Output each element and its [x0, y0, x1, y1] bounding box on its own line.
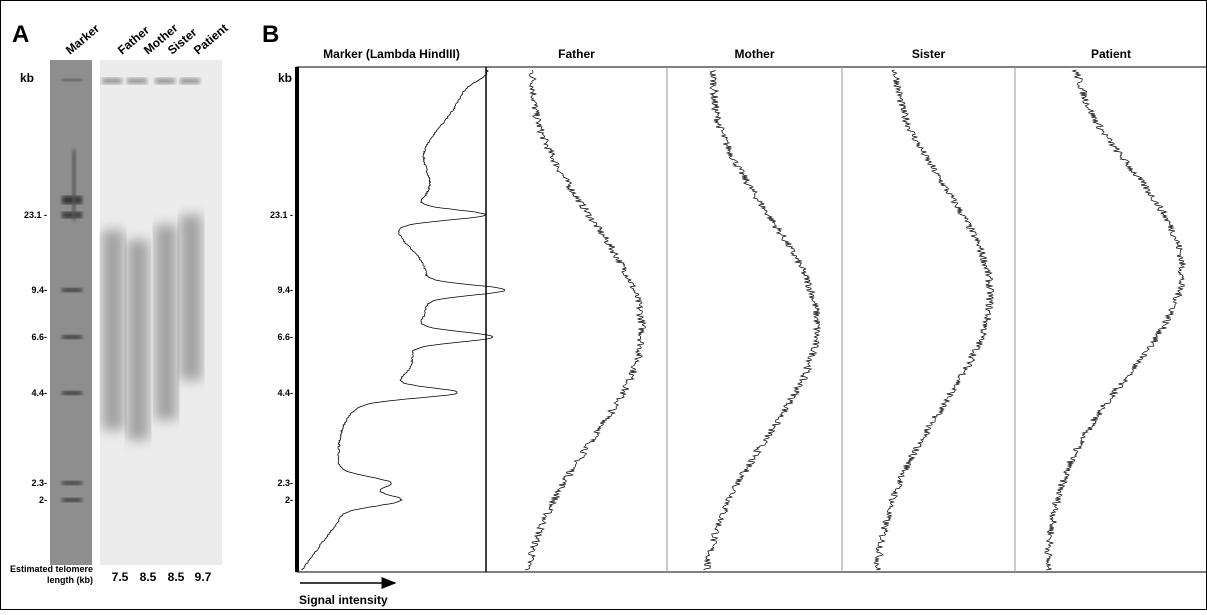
marker-size: 2- [285, 495, 293, 505]
band [62, 391, 82, 395]
marker-size: 2.3- [31, 478, 47, 488]
band [62, 335, 82, 339]
estimate: 9.7 [195, 570, 212, 584]
well [155, 78, 175, 84]
estimate: 8.5 [168, 570, 185, 584]
well [127, 78, 147, 84]
marker-size: 4.4- [31, 388, 47, 398]
column-title: Sister [912, 47, 946, 61]
trace [703, 69, 822, 571]
band [72, 150, 76, 220]
smear [102, 230, 124, 430]
estimate: 7.5 [112, 570, 129, 584]
band [62, 498, 82, 502]
trace [873, 69, 995, 571]
gel-image [50, 60, 222, 565]
column-title: Marker (Lambda HindIII) [323, 47, 460, 61]
band [62, 79, 82, 81]
band [62, 288, 82, 292]
trace [525, 70, 647, 571]
unit-label: kb [278, 71, 292, 85]
column-title: Father [558, 47, 595, 61]
marker-size: 2- [39, 495, 47, 505]
x-label: Signal intensity [299, 593, 388, 607]
trace [1044, 69, 1186, 571]
band [62, 481, 82, 485]
column-title: Patient [1091, 47, 1131, 61]
estimate-label: length (kb) [47, 575, 93, 585]
marker-size: 9.4- [277, 285, 293, 295]
trace [301, 69, 506, 571]
marker-size: 9.4- [31, 285, 47, 295]
panel-label: A [12, 21, 29, 48]
smear [127, 240, 149, 440]
panel-label: B [262, 21, 279, 48]
marker-size: 4.4- [277, 388, 293, 398]
estimate-label: Estimated telomere [10, 564, 93, 574]
well [180, 78, 200, 84]
marker-size: 2.3- [277, 478, 293, 488]
marker-size: 23.1 - [270, 210, 293, 220]
estimate: 8.5 [140, 570, 157, 584]
marker-size: 6.6- [277, 332, 293, 342]
well [102, 78, 122, 84]
marker-size: 6.6- [31, 332, 47, 342]
column-title: Mother [735, 47, 775, 61]
smear [180, 215, 202, 380]
smear [155, 225, 177, 420]
marker-size: 23.1 - [24, 210, 47, 220]
unit-label: kb [20, 71, 34, 85]
